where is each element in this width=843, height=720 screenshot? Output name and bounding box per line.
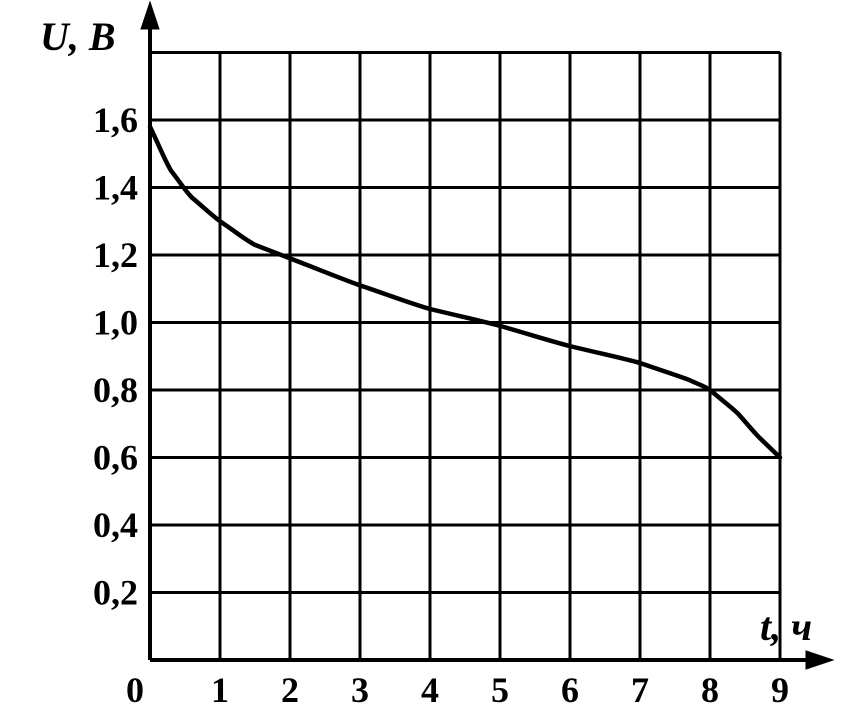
x-tick-label: 6 <box>561 670 579 710</box>
y-tick-label: 1,2 <box>93 235 138 275</box>
discharge-chart: 0,2 0,4 0,6 0,8 1,0 1,2 1,4 1,6 0 1 2 3 4 5 6 7 8 9 U, B t,… <box>0 0 843 720</box>
y-tick-label: 0,8 <box>93 370 138 410</box>
y-axis-label: U, B <box>40 14 116 59</box>
x-tick-label: 8 <box>701 670 719 710</box>
x-axis-label: t, ч <box>760 604 812 649</box>
y-tick-label: 0,6 <box>93 438 138 478</box>
x-tick-label: 3 <box>351 670 369 710</box>
chart-container: 0,2 0,4 0,6 0,8 1,0 1,2 1,4 1,6 0 1 2 3 4 5 6 7 8 9 U, B t,… <box>0 0 843 720</box>
x-tick-label: 4 <box>421 670 439 710</box>
y-axis-arrow <box>141 2 159 29</box>
y-tick-label: 0,2 <box>93 573 138 613</box>
y-tick-label: 1,6 <box>93 100 138 140</box>
origin-label: 0 <box>126 670 144 710</box>
x-tick-label: 1 <box>211 670 229 710</box>
x-tick-label: 5 <box>491 670 509 710</box>
x-tick-label: 2 <box>281 670 299 710</box>
x-tick-label: 7 <box>631 670 649 710</box>
x-tick-label: 9 <box>771 670 789 710</box>
x-axis-arrow <box>806 651 833 669</box>
y-tick-label: 1,4 <box>93 168 138 208</box>
voltage-curve <box>150 127 780 458</box>
y-tick-label: 0,4 <box>93 505 138 545</box>
y-tick-label: 1,0 <box>93 303 138 343</box>
